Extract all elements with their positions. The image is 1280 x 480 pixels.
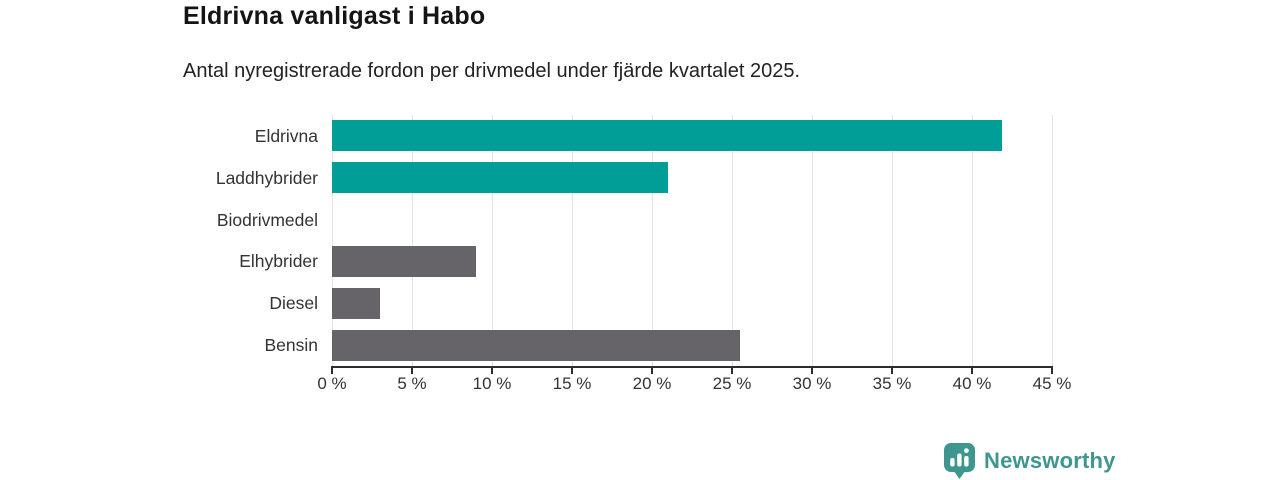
y-axis-label: Biodrivmedel bbox=[216, 209, 318, 230]
x-axis-tick-label: 45 % bbox=[1032, 374, 1072, 393]
gridline bbox=[571, 115, 573, 366]
x-axis-tick bbox=[811, 368, 813, 374]
x-axis-tick bbox=[411, 368, 413, 374]
gridline bbox=[491, 115, 493, 366]
x-axis-tick bbox=[731, 368, 733, 374]
x-axis-tick-label: 40 % bbox=[952, 374, 992, 393]
x-axis-tick bbox=[1051, 368, 1053, 374]
gridline bbox=[891, 115, 893, 366]
y-axis-label: Diesel bbox=[269, 293, 318, 314]
x-axis-tick bbox=[491, 368, 493, 374]
chart-title: Eldrivna vanligast i Habo bbox=[183, 2, 486, 30]
chart-subtitle: Antal nyregistrerade fordon per drivmede… bbox=[183, 60, 801, 82]
y-axis-label: Eldrivna bbox=[254, 125, 318, 146]
gridline bbox=[1051, 115, 1053, 366]
x-axis-line bbox=[331, 366, 1053, 368]
x-axis-tick-label: 20 % bbox=[632, 374, 672, 393]
x-axis-tick-label: 10 % bbox=[472, 374, 512, 393]
y-axis-labels: Eldrivna Laddhybrider Biodrivmedel Elhybrid… bbox=[0, 115, 318, 366]
gridline bbox=[971, 115, 973, 366]
bar-laddhybrider bbox=[332, 162, 668, 194]
gridline bbox=[411, 115, 413, 366]
x-axis-tick-label: 35 % bbox=[872, 374, 912, 393]
bar-elhybrider bbox=[332, 245, 476, 277]
gridline bbox=[331, 115, 333, 366]
plot-area bbox=[331, 115, 1053, 366]
y-axis-label: Bensin bbox=[264, 335, 318, 356]
x-axis-tick-label: 5 % bbox=[397, 374, 427, 393]
y-axis-label: Elhybrider bbox=[239, 251, 318, 272]
bar-diesel bbox=[332, 287, 380, 319]
x-axis-tick-label: 15 % bbox=[552, 374, 592, 393]
x-axis-tick bbox=[971, 368, 973, 374]
bar-bensin bbox=[332, 329, 740, 361]
x-axis-tick-label: 30 % bbox=[792, 374, 832, 393]
x-axis-tick bbox=[891, 368, 893, 374]
gridline bbox=[811, 115, 813, 366]
gridline bbox=[651, 115, 653, 366]
bar-eldrivna bbox=[332, 120, 1003, 152]
y-axis-label: Laddhybrider bbox=[215, 167, 318, 188]
x-axis-tick bbox=[571, 368, 573, 374]
newsworthy-pin-icon bbox=[944, 443, 975, 479]
x-axis-tick bbox=[331, 368, 333, 374]
newsworthy-logo: Newsworthy bbox=[944, 443, 1116, 479]
x-axis-tick-label: 25 % bbox=[712, 374, 752, 393]
x-axis-tick bbox=[651, 368, 653, 374]
gridline bbox=[731, 115, 733, 366]
newsworthy-wordmark: Newsworthy bbox=[984, 448, 1116, 473]
x-axis-tick-label: 0 % bbox=[317, 374, 347, 393]
